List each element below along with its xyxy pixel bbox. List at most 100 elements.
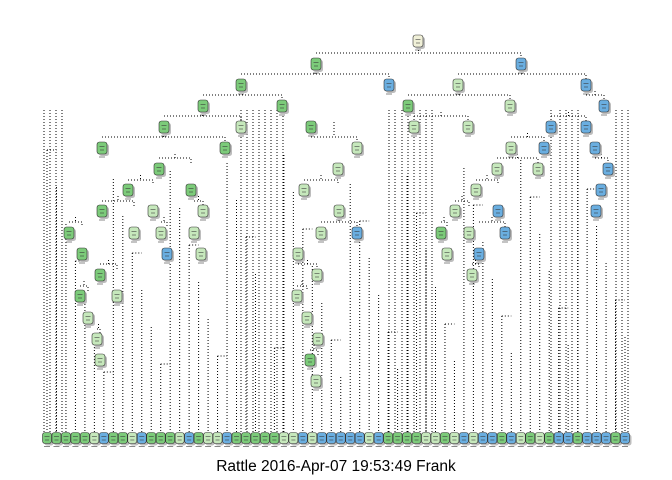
tree-node-34 bbox=[470, 183, 483, 200]
tree-node-3 bbox=[515, 57, 528, 74]
tree-node-98 bbox=[298, 432, 310, 447]
tree-node-95 bbox=[269, 432, 281, 447]
tree-node-111 bbox=[421, 432, 433, 447]
tree-node-28 bbox=[491, 162, 504, 179]
tree-node-91 bbox=[231, 432, 244, 447]
tree-edge-64 bbox=[97, 328, 101, 334]
tree-node-32 bbox=[185, 183, 198, 200]
tree-node-82 bbox=[146, 432, 158, 447]
tree-node-47 bbox=[315, 226, 328, 243]
tree-node-57 bbox=[473, 247, 486, 264]
tree-node-132 bbox=[620, 432, 632, 447]
tree-node-74 bbox=[70, 432, 82, 447]
tree-edges bbox=[43, 47, 629, 432]
tree-node-73 bbox=[61, 432, 73, 447]
tree-node-46 bbox=[188, 226, 201, 243]
tree-node-119 bbox=[497, 432, 509, 447]
tree-node-116 bbox=[468, 432, 480, 447]
tree-node-5 bbox=[383, 78, 396, 95]
tree-node-64 bbox=[82, 311, 95, 328]
tree-edge-20 bbox=[551, 115, 587, 121]
tree-node-96 bbox=[279, 432, 291, 447]
tree-node-17 bbox=[462, 120, 475, 137]
tree-node-99 bbox=[307, 432, 319, 447]
tree-node-44 bbox=[128, 226, 141, 243]
tree-node-21 bbox=[219, 141, 232, 158]
tree-node-33 bbox=[298, 183, 311, 200]
tree-node-83 bbox=[155, 432, 168, 447]
tree-node-67 bbox=[312, 332, 325, 349]
tree-node-114 bbox=[449, 432, 461, 447]
tree-node-131 bbox=[610, 432, 623, 447]
tree-node-90 bbox=[222, 432, 234, 447]
tree-edge-22 bbox=[102, 136, 226, 142]
tree-node-27 bbox=[332, 162, 345, 179]
tree-node-75 bbox=[80, 432, 92, 447]
tree-node-101 bbox=[326, 432, 338, 447]
tree-edge-52 bbox=[479, 221, 506, 227]
tree-edge-34 bbox=[304, 179, 339, 185]
tree-node-13 bbox=[158, 120, 171, 137]
tree-node-60 bbox=[466, 268, 479, 285]
tree-node-86 bbox=[184, 432, 196, 447]
tree-node-52 bbox=[76, 247, 89, 264]
tree-node-7 bbox=[580, 78, 593, 95]
tree-node-36 bbox=[96, 204, 109, 221]
tree-node-29 bbox=[532, 162, 545, 179]
tree-node-93 bbox=[250, 432, 262, 447]
tree-node-61 bbox=[74, 289, 87, 306]
tree-node-70 bbox=[310, 374, 323, 391]
tree-edge-24 bbox=[511, 136, 545, 142]
plot-caption: Rattle 2016-Apr-07 19:53:49 Frank bbox=[216, 458, 456, 475]
tree-edge-26 bbox=[595, 157, 609, 163]
tree-node-130 bbox=[601, 432, 613, 447]
tree-node-89 bbox=[212, 432, 225, 447]
tree-edge-42 bbox=[321, 221, 358, 227]
tree-node-23 bbox=[505, 141, 518, 158]
tree-node-88 bbox=[203, 432, 215, 447]
tree-node-120 bbox=[506, 432, 518, 447]
tree-node-43 bbox=[63, 226, 76, 243]
tree-node-56 bbox=[441, 247, 454, 264]
tree-edge-12 bbox=[586, 94, 605, 100]
tree-edge-46 bbox=[69, 221, 83, 227]
tree-node-49 bbox=[435, 226, 448, 243]
tree-node-122 bbox=[525, 432, 537, 447]
tree-node-9 bbox=[276, 99, 289, 116]
tree-node-128 bbox=[582, 432, 594, 447]
tree-node-48 bbox=[351, 226, 364, 243]
tree-nodes bbox=[42, 34, 632, 447]
tree-node-40 bbox=[449, 204, 462, 221]
tree-node-102 bbox=[335, 432, 348, 447]
tree-node-1 bbox=[412, 34, 425, 51]
tree-node-107 bbox=[383, 432, 395, 447]
tree-node-72 bbox=[51, 432, 63, 447]
tree-edge-58 bbox=[472, 263, 480, 269]
tree-node-2 bbox=[310, 57, 323, 74]
tree-node-10 bbox=[402, 99, 415, 116]
tree-node-11 bbox=[504, 99, 517, 116]
tree-node-62 bbox=[111, 289, 124, 306]
tree-node-117 bbox=[478, 432, 490, 447]
tree-node-106 bbox=[373, 432, 386, 447]
tree-edge-48 bbox=[161, 221, 168, 227]
tree-node-113 bbox=[440, 432, 452, 447]
tree-node-59 bbox=[311, 268, 324, 285]
tree-node-55 bbox=[292, 247, 305, 264]
tree-edge-56 bbox=[298, 263, 318, 269]
tree-node-109 bbox=[402, 432, 414, 447]
tree-node-97 bbox=[288, 432, 300, 447]
tree-edge-36 bbox=[476, 179, 499, 185]
tree-node-31 bbox=[122, 183, 135, 200]
tree-edge-54 bbox=[100, 263, 118, 269]
tree-node-80 bbox=[127, 432, 139, 447]
tree-node-19 bbox=[580, 120, 593, 137]
tree-node-104 bbox=[354, 432, 367, 447]
tree-node-37 bbox=[147, 204, 160, 221]
tree-node-35 bbox=[595, 183, 608, 200]
tree-edge-2 bbox=[316, 52, 522, 58]
tree-node-58 bbox=[94, 268, 107, 285]
tree-edge-30 bbox=[497, 157, 539, 163]
tree-node-25 bbox=[589, 141, 602, 158]
